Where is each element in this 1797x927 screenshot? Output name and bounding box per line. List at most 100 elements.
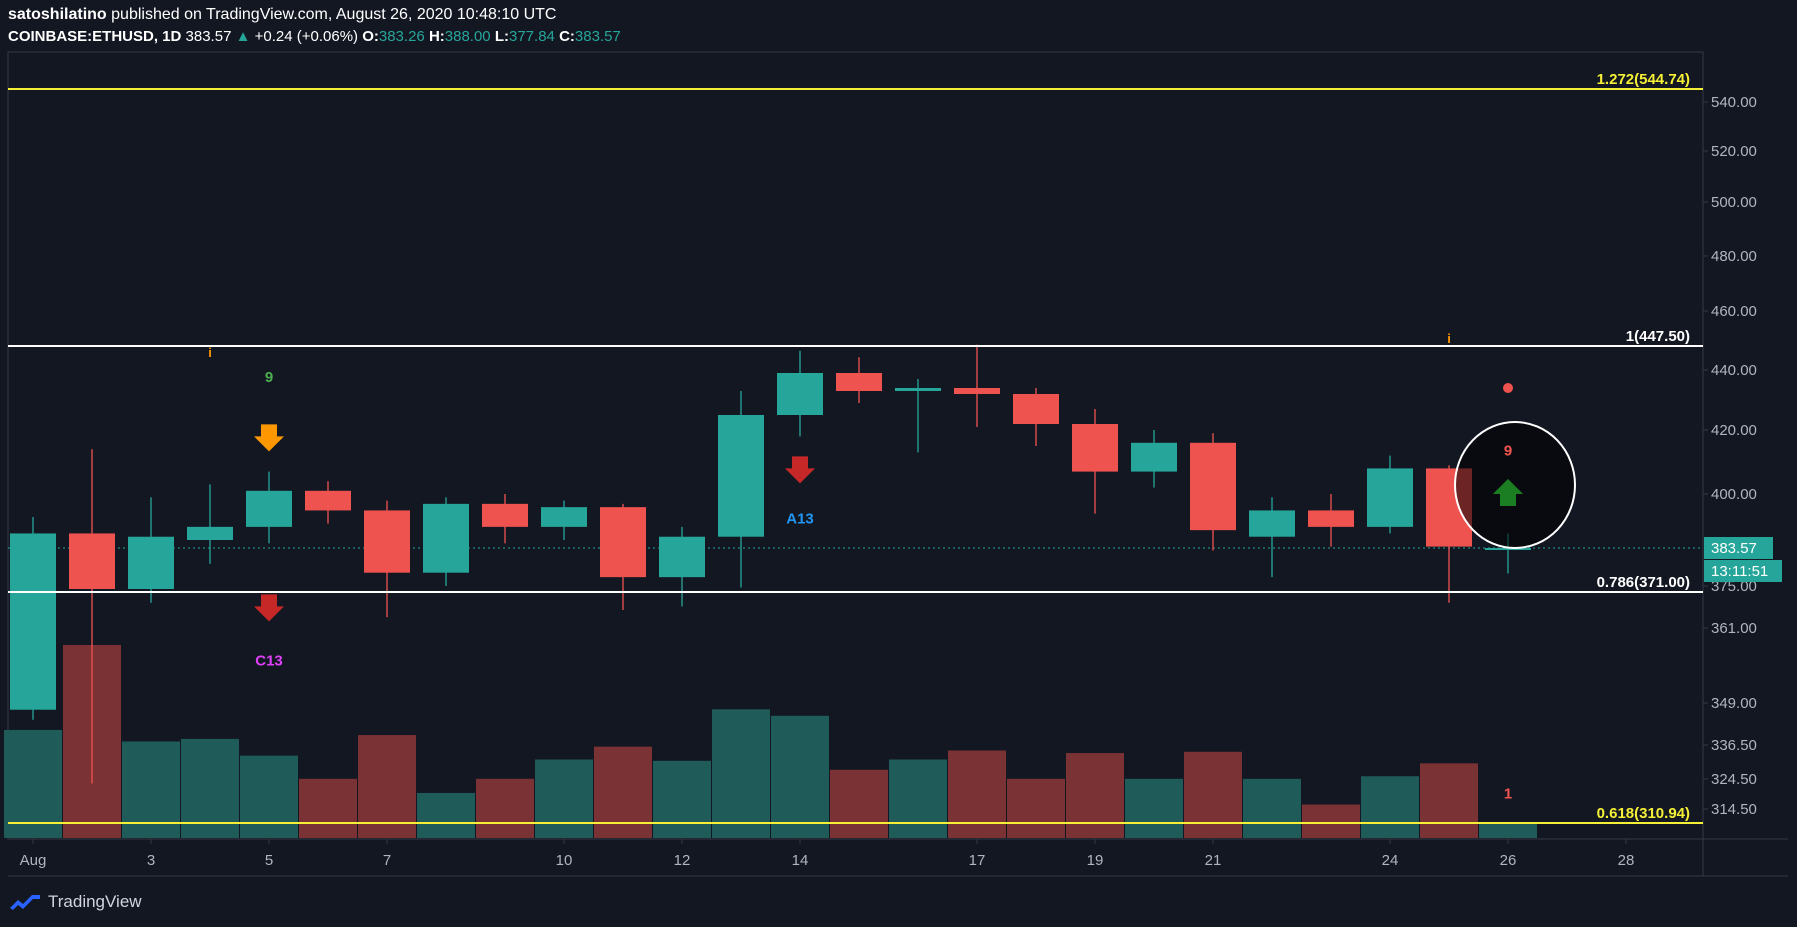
- volume-bar: [240, 755, 298, 838]
- open-value: 383.26: [378, 28, 425, 45]
- time-tick-label: 12: [674, 852, 691, 869]
- arrow-up-icon: [1493, 479, 1523, 506]
- fib-label: 0.618(310.94): [1597, 805, 1690, 822]
- volume-bar: [948, 750, 1006, 838]
- low-label: L:: [494, 28, 509, 45]
- volume-bars: [4, 645, 1537, 838]
- time-tick-label: 3: [147, 852, 155, 869]
- volume-bar: [830, 769, 888, 838]
- arrow-down-icon: [785, 456, 815, 484]
- price-tick-label: 375.00: [1711, 578, 1757, 595]
- time-tick-label: 19: [1087, 852, 1104, 869]
- price-tick-label: 336.50: [1711, 737, 1757, 754]
- price-tick-label: 314.50: [1711, 801, 1757, 818]
- candle-body: [1072, 424, 1118, 472]
- price-tick-label: 540.00: [1711, 94, 1757, 111]
- price-tick-label: 440.00: [1711, 362, 1757, 379]
- last-price: 383.57: [185, 28, 232, 45]
- price-tick-label: 420.00: [1711, 422, 1757, 439]
- price-tick-label: 361.00: [1711, 620, 1757, 637]
- signal-label: 9: [265, 369, 273, 386]
- fibonacci-levels: 1.272(544.74) 1(447.50) 0.786(371.00) 0.618…: [8, 71, 1703, 824]
- countdown-label: 13:11:51: [1711, 563, 1768, 580]
- last-price-label: 383.57: [1711, 540, 1757, 557]
- volume-bar: [417, 792, 475, 838]
- volume-bar: [181, 738, 239, 838]
- time-tick-label: 24: [1382, 852, 1399, 869]
- candle-body: [541, 507, 587, 527]
- high-label: H:: [428, 28, 445, 45]
- signal-label: i: [1447, 331, 1451, 346]
- time-axis[interactable]: Aug 3 5 7 10 12 14 17 19 21 24 26 28: [20, 839, 1635, 869]
- signal-label: 9: [1504, 443, 1512, 460]
- signal-label: C13: [255, 653, 283, 670]
- time-tick-label: 5: [265, 852, 273, 869]
- published-text: published on TradingView.com, August 26,…: [111, 6, 557, 23]
- tradingview-logo[interactable]: TradingView: [8, 890, 142, 914]
- chart-frame: [7, 51, 1788, 877]
- countdown-box: [1704, 560, 1782, 582]
- signal-label: 1: [1504, 786, 1512, 803]
- volume-bar: [1479, 822, 1537, 838]
- time-tick-label: 26: [1500, 852, 1517, 869]
- candle-body: [1367, 468, 1413, 527]
- time-tick-label: 10: [556, 852, 573, 869]
- candle-body: [1485, 548, 1531, 550]
- volume-bar: [889, 759, 947, 838]
- candle-body: [836, 373, 882, 391]
- fib-label: 0.786(371.00): [1597, 574, 1690, 591]
- candle-body: [305, 490, 351, 511]
- publish-line: satoshilatino published on TradingView.c…: [8, 4, 1788, 26]
- price-tick-label: 500.00: [1711, 194, 1757, 211]
- signal-label: A13: [786, 511, 814, 528]
- chart-header: satoshilatino published on TradingView.c…: [8, 4, 1788, 48]
- arrow-down-icon: [254, 594, 284, 622]
- candle-body: [777, 373, 823, 415]
- volume-bar: [1420, 763, 1478, 838]
- open-label: O:: [362, 28, 379, 45]
- fib-label: 1(447.50): [1626, 328, 1690, 345]
- volume-bar: [1361, 776, 1419, 838]
- volume-bar: [1125, 778, 1183, 838]
- volume-bar: [476, 778, 534, 838]
- price-tick-label: 520.00: [1711, 143, 1757, 160]
- volume-bar: [594, 746, 652, 838]
- signal-label: i: [208, 345, 212, 360]
- candle-body: [187, 526, 233, 541]
- symbol-label[interactable]: COINBASE:ETHUSD, 1D: [8, 28, 182, 45]
- candle-body: [1249, 510, 1295, 537]
- candle-body: [1131, 442, 1177, 472]
- author-name[interactable]: satoshilatino: [8, 6, 107, 23]
- price-tick-label: 400.00: [1711, 486, 1757, 503]
- close-label: C:: [559, 28, 575, 45]
- candlesticks: [8, 344, 1703, 784]
- time-tick-label: 28: [1618, 852, 1635, 869]
- candle-body: [423, 503, 469, 573]
- volume-bar: [1302, 804, 1360, 838]
- time-tick-label: 14: [792, 852, 809, 869]
- candle-body: [1308, 510, 1354, 527]
- candle-body: [659, 536, 705, 578]
- fib-label: 1.272(544.74): [1597, 71, 1690, 88]
- low-value: 377.84: [509, 28, 555, 45]
- candle-body: [600, 507, 646, 578]
- price-tick-label: 324.50: [1711, 771, 1757, 788]
- candle-body: [1190, 442, 1236, 531]
- time-tick-label: 17: [969, 852, 986, 869]
- volume-bar: [1066, 753, 1124, 838]
- time-tick-label: Aug: [20, 852, 47, 869]
- candle-body: [954, 388, 1000, 394]
- volume-bar: [1184, 751, 1242, 838]
- chart-border: [7, 51, 1704, 840]
- candle-body: [128, 536, 174, 589]
- tradingview-logo-icon: [10, 895, 40, 910]
- volume-bar: [1243, 778, 1301, 838]
- high-value: 388.00: [444, 28, 491, 45]
- candle-body: [895, 388, 941, 391]
- candle-body: [69, 533, 115, 589]
- price-tick-label: 480.00: [1711, 248, 1757, 265]
- price-axis[interactable]: 540.00 520.00 500.00 480.00 460.00 440.00 420.…: [1703, 94, 1782, 818]
- candle-body: [246, 490, 292, 527]
- price-tick-label: 460.00: [1711, 303, 1757, 320]
